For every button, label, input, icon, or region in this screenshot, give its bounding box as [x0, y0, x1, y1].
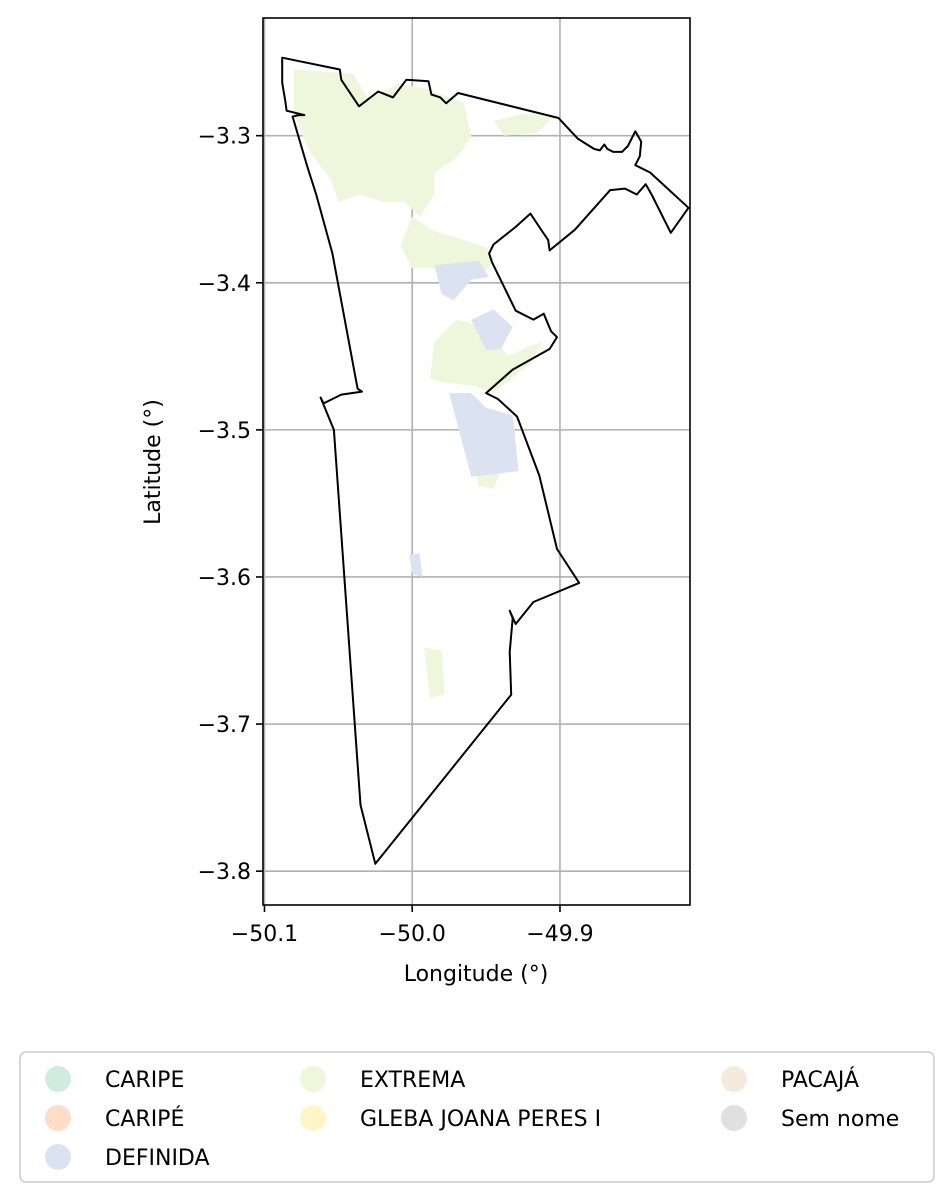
legend-label: Sem nome	[781, 1107, 899, 1132]
legend-label: CARIPÉ	[105, 1106, 184, 1132]
plot-frame	[262, 17, 691, 906]
y-tick-label: −3.5	[198, 419, 251, 444]
municipality-boundary	[281, 56, 690, 865]
region-extrema	[493, 113, 553, 136]
x-axis-label: Longitude (°)	[404, 962, 549, 987]
region-polygons	[294, 69, 553, 698]
boundary-outline	[281, 56, 690, 865]
legend-label: CARIPE	[105, 1068, 184, 1093]
legend: CARIPE CARIPÉ DEFINIDA EXTREMA GLEBA JOANA P…	[19, 1051, 935, 1183]
region-definida	[471, 309, 513, 351]
legend-label: EXTREMA	[360, 1068, 465, 1093]
region-definida	[434, 260, 490, 301]
legend-label: GLEBA JOANA PERES I	[360, 1107, 601, 1132]
legend-marker	[300, 1105, 326, 1131]
legend-marker	[45, 1066, 71, 1092]
legend-frame	[19, 1051, 935, 1183]
x-tick-label: −50.0	[379, 922, 446, 947]
region-extrema	[294, 69, 472, 217]
x-tick-label: −49.9	[526, 922, 593, 947]
legend-marker	[721, 1066, 747, 1092]
legend-marker	[300, 1066, 326, 1092]
y-tick-label: −3.3	[198, 125, 251, 150]
region-definida	[409, 553, 423, 577]
y-tick-label: −3.6	[198, 566, 251, 591]
y-tick-label: −3.8	[198, 860, 251, 885]
legend-marker	[45, 1105, 71, 1131]
legend-label: PACAJÁ	[781, 1067, 859, 1093]
legend-marker	[721, 1105, 747, 1131]
region-extrema	[424, 647, 445, 698]
y-tick-label: −3.4	[198, 272, 251, 297]
y-axis-label: Latitude (°)	[141, 399, 166, 525]
y-tick-label: −3.7	[198, 713, 251, 738]
legend-label: DEFINIDA	[105, 1146, 210, 1171]
x-tick-label: −50.1	[231, 922, 298, 947]
region-extrema	[430, 319, 543, 394]
legend-marker	[45, 1144, 71, 1170]
axis-ticks: −50.1 −50.0 −49.9 −3.3 −3.4 −3.5 −3.6 −3.7 −3.8	[198, 125, 594, 947]
region-definida	[449, 393, 519, 477]
